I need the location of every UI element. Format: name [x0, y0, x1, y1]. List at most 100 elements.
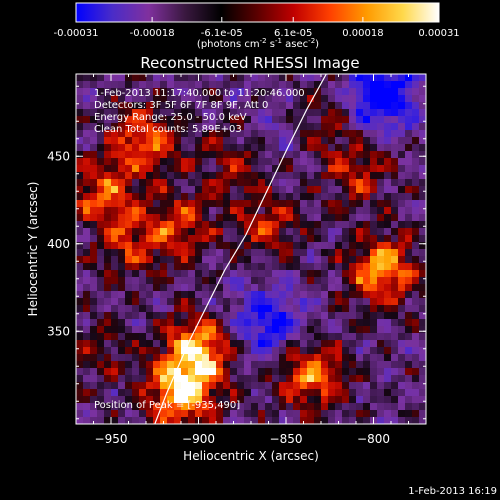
heatmap-cell: [251, 361, 259, 369]
heatmap-cell: [342, 221, 350, 229]
heatmap-cell: [195, 347, 203, 355]
heatmap-cell: [181, 396, 189, 404]
heatmap-cell: [251, 165, 259, 173]
heatmap-cell: [300, 179, 308, 187]
heatmap-cell: [216, 326, 224, 334]
heatmap-cell: [97, 333, 105, 341]
heatmap-cell: [377, 270, 385, 278]
heatmap-cell: [125, 284, 133, 292]
heatmap-cell: [230, 228, 238, 236]
heatmap-cell: [419, 305, 426, 313]
heatmap-cell: [363, 270, 371, 278]
heatmap-cell: [132, 74, 140, 82]
heatmap-cell: [370, 319, 378, 327]
heatmap-cell: [300, 417, 308, 424]
heatmap-cell: [412, 193, 420, 201]
heatmap-cell: [286, 109, 294, 117]
heatmap-cell: [377, 207, 385, 215]
heatmap-cell: [405, 193, 413, 201]
heatmap-cell: [104, 361, 112, 369]
heatmap-cell: [356, 347, 364, 355]
heatmap-cell: [412, 284, 420, 292]
heatmap-cell: [342, 95, 350, 103]
heatmap-cell: [279, 172, 287, 180]
heatmap-cell: [377, 410, 385, 418]
heatmap-cell: [216, 130, 224, 138]
heatmap-cell: [384, 361, 392, 369]
heatmap-cell: [118, 116, 126, 124]
heatmap-cell: [181, 81, 189, 89]
heatmap-cell: [111, 347, 119, 355]
heatmap-cell: [363, 137, 371, 145]
heatmap-cell: [258, 263, 266, 271]
heatmap-cell: [167, 221, 175, 229]
heatmap-cell: [167, 263, 175, 271]
heatmap-cell: [83, 410, 91, 418]
heatmap-cell: [195, 221, 203, 229]
heatmap-cell: [146, 193, 154, 201]
heatmap-cell: [251, 396, 259, 404]
heatmap-cell: [216, 186, 224, 194]
heatmap-cell: [272, 340, 280, 348]
heatmap-cell: [286, 375, 294, 383]
heatmap-cell: [237, 109, 245, 117]
heatmap-cell: [391, 277, 399, 285]
heatmap-cell: [384, 123, 392, 131]
heatmap-cell: [83, 151, 91, 159]
heatmap-cell: [111, 256, 119, 264]
heatmap-cell: [111, 144, 119, 152]
heatmap-cell: [76, 291, 84, 299]
heatmap-cell: [272, 305, 280, 313]
heatmap-cell: [132, 130, 140, 138]
heatmap-cell: [342, 305, 350, 313]
heatmap-cell: [314, 340, 322, 348]
heatmap-cell: [83, 95, 91, 103]
heatmap-cell: [167, 389, 175, 397]
heatmap-cell: [181, 389, 189, 397]
heatmap-cell: [272, 291, 280, 299]
heatmap-cell: [160, 228, 168, 236]
heatmap-cell: [391, 256, 399, 264]
heatmap-cell: [97, 312, 105, 320]
heatmap-cell: [405, 158, 413, 166]
heatmap-cell: [104, 179, 112, 187]
heatmap-cell: [286, 389, 294, 397]
heatmap-cell: [349, 319, 357, 327]
heatmap-cell: [384, 340, 392, 348]
heatmap-cell: [321, 235, 329, 243]
heatmap-cell: [384, 277, 392, 285]
heatmap-cell: [349, 312, 357, 320]
heatmap-cell: [181, 130, 189, 138]
heatmap-cell: [160, 340, 168, 348]
heatmap-cell: [391, 340, 399, 348]
heatmap-cell: [405, 95, 413, 103]
heatmap-cell: [370, 396, 378, 404]
heatmap-cell: [153, 116, 161, 124]
heatmap-cell: [230, 326, 238, 334]
heatmap-cell: [83, 284, 91, 292]
heatmap-cell: [132, 179, 140, 187]
heatmap-cell: [195, 179, 203, 187]
heatmap-cell: [223, 410, 231, 418]
heatmap-cell: [300, 123, 308, 131]
heatmap-cell: [307, 235, 315, 243]
heatmap-cell: [384, 186, 392, 194]
heatmap-cell: [251, 326, 259, 334]
heatmap-cell: [370, 333, 378, 341]
heatmap-cell: [146, 375, 154, 383]
heatmap-cell: [160, 375, 168, 383]
heatmap-cell: [244, 81, 252, 89]
heatmap-cell: [188, 382, 196, 390]
heatmap-cell: [230, 81, 238, 89]
heatmap-cell: [188, 263, 196, 271]
heatmap-cell: [258, 172, 266, 180]
heatmap-cell: [363, 95, 371, 103]
heatmap-cell: [174, 137, 182, 145]
heatmap-cell: [363, 130, 371, 138]
heatmap-cell: [398, 235, 406, 243]
heatmap-cell: [76, 95, 84, 103]
heatmap-cell: [384, 214, 392, 222]
heatmap-cell: [377, 95, 385, 103]
heatmap-cell: [335, 417, 343, 424]
heatmap-cell: [216, 256, 224, 264]
